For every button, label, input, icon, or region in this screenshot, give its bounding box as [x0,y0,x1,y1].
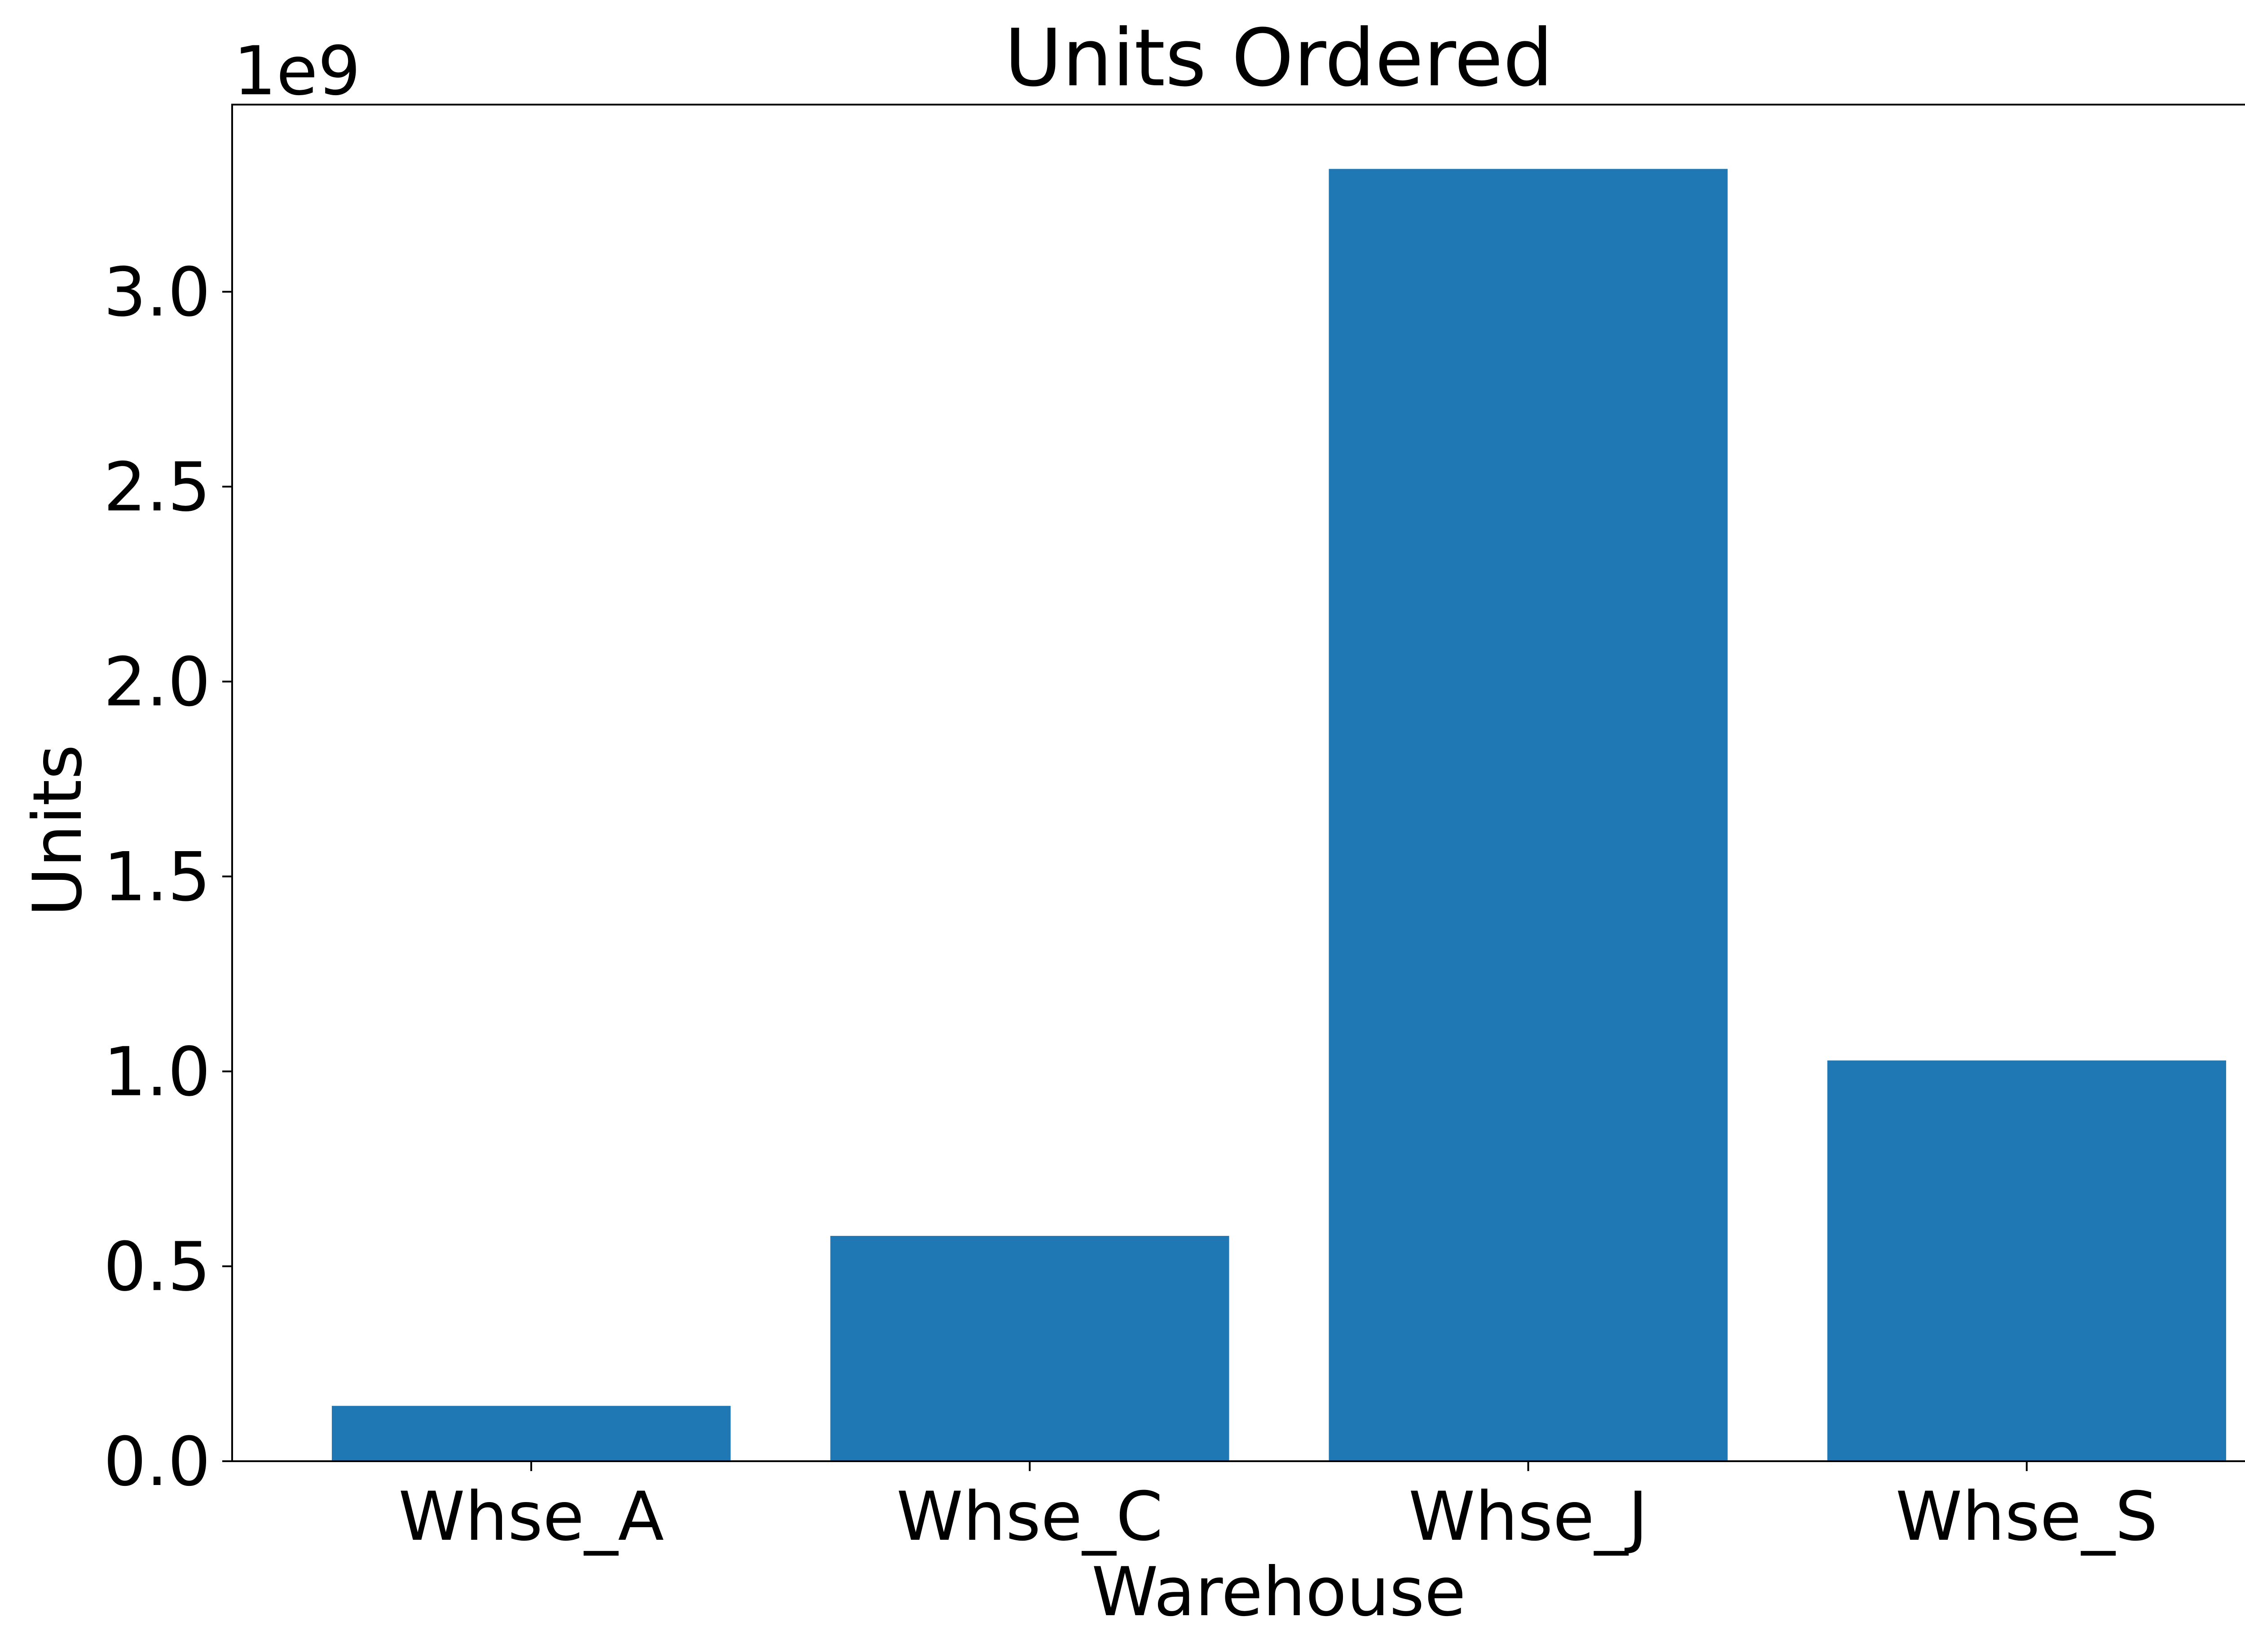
bar-whse-s [1827,1060,2226,1461]
bar-whse-j [1329,169,1728,1462]
y-axis-label: Units [19,744,97,917]
y-tick-label: 0.5 [103,1228,211,1306]
y-tick-label: 2.0 [103,643,211,721]
y-axis-offset-label: 1e9 [233,32,361,110]
y-tick-label: 0.0 [103,1423,211,1501]
x-tick-label: Whse_C [897,1478,1163,1556]
x-tick-label: Whse_J [1409,1478,1648,1556]
x-axis-ticks: Whse_A Whse_C Whse_J Whse_S [398,1461,2158,1556]
plot-frame [231,104,2245,1462]
bar-whse-c [830,1236,1229,1461]
y-axis-ticks: 0.0 0.5 1.0 1.5 2.0 2.5 3.0 [103,254,232,1501]
x-axis-label: Warehouse [1092,1553,1466,1631]
bar-whse-a [332,1406,731,1461]
x-tick-label: Whse_S [1896,1478,2158,1556]
chart-title: Units Ordered [1004,12,1553,104]
y-tick-label: 1.0 [103,1033,211,1112]
y-tick-label: 2.5 [103,448,211,527]
y-tick-label: 3.0 [103,254,211,332]
y-tick-label: 1.5 [103,838,211,916]
bars-group [332,169,2226,1462]
x-tick-label: Whse_A [398,1478,664,1556]
